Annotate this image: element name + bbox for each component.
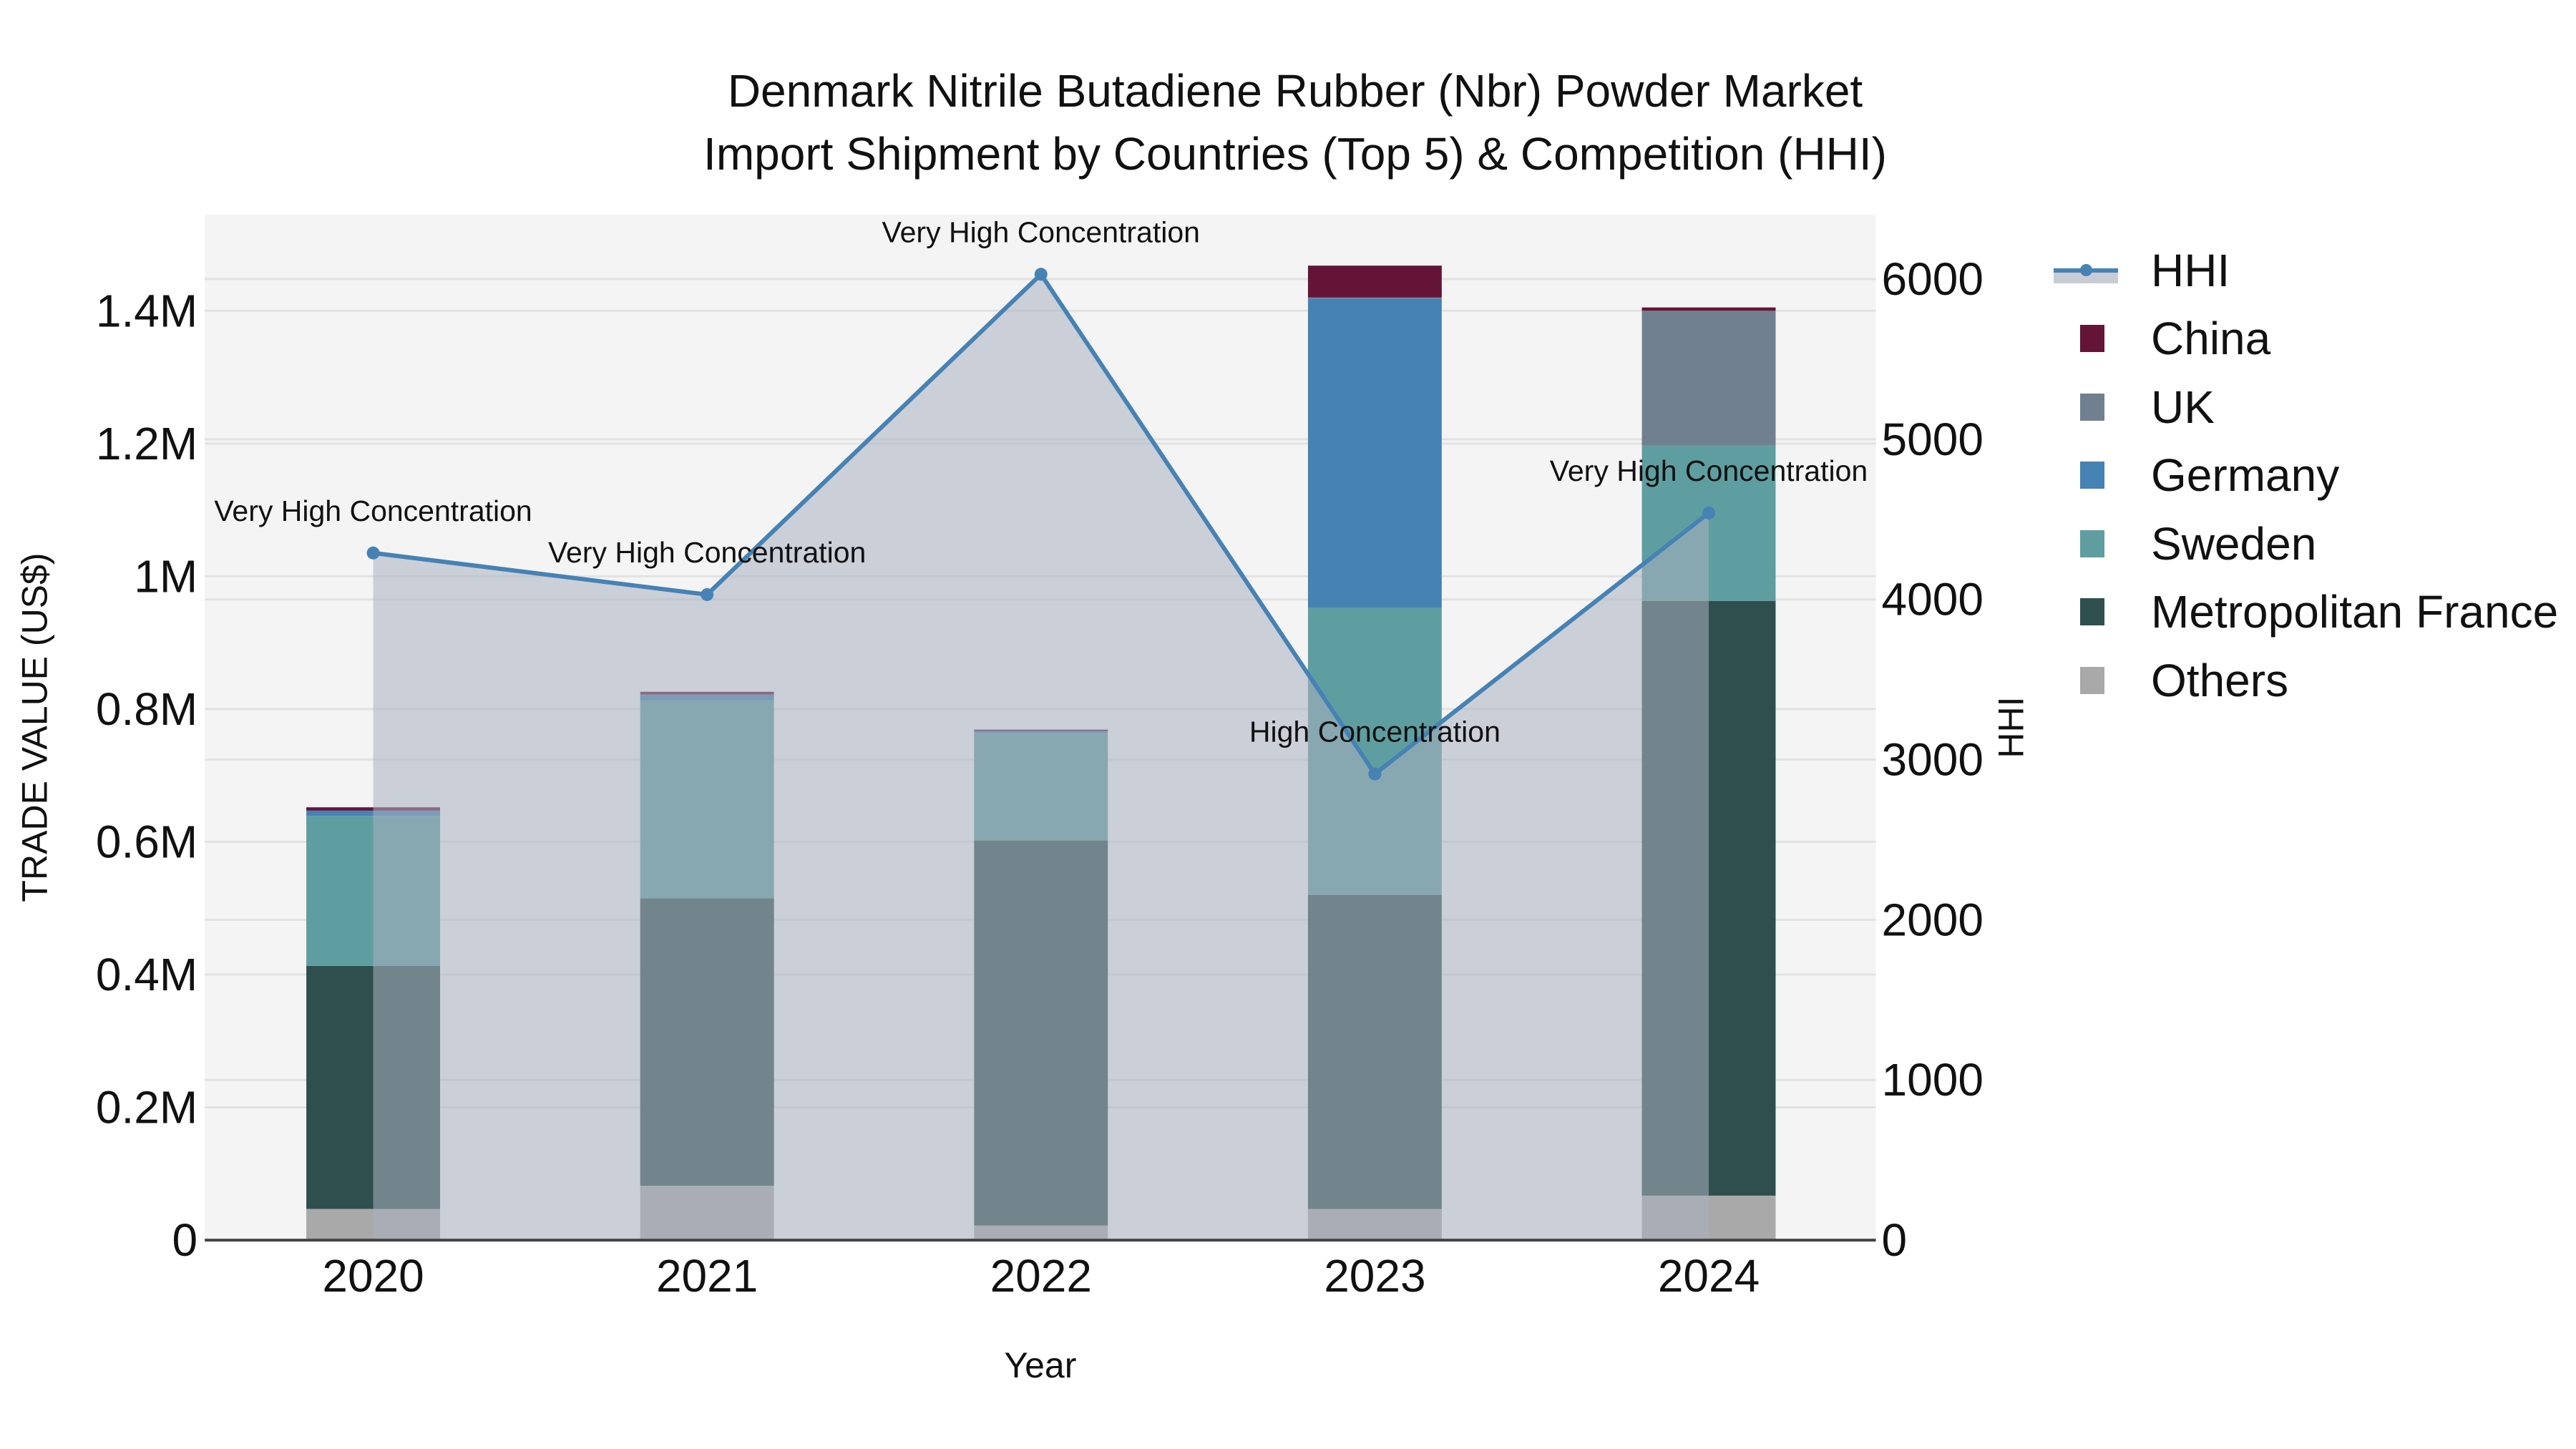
annotation-label: Very High Concentration <box>214 494 532 527</box>
annotation-label: Very High Concentration <box>882 215 1200 248</box>
bar-segment-uk[interactable] <box>1307 297 1442 299</box>
legend-item-sweden[interactable]: Sweden <box>2054 509 2558 578</box>
hhi-point[interactable] <box>1034 268 1048 281</box>
legend-item-metropolitan-france[interactable]: Metropolitan France <box>2054 578 2558 647</box>
hhi-area-fill <box>373 274 1709 1241</box>
bar-segment-china[interactable] <box>1641 307 1776 311</box>
y-left-tick-label: 0.4M <box>96 949 197 1000</box>
hhi-point[interactable] <box>701 587 714 601</box>
y-right-tick-label: 0 <box>1882 1214 1908 1266</box>
y-axis-right-ticks: 0 1000 2000 3000 4000 5000 6000 <box>1882 253 1984 1266</box>
legend-label: Germany <box>2151 449 2340 502</box>
legend-item-uk[interactable]: UK <box>2054 373 2558 441</box>
legend-item-others[interactable]: Others <box>2054 646 2558 715</box>
bar-segment-uk[interactable] <box>1641 311 1776 446</box>
x-tick-label: 2020 <box>322 1250 424 1302</box>
hhi-markers <box>366 268 1715 781</box>
annotation-label: High Concentration <box>1249 716 1501 748</box>
hhi-point[interactable] <box>1368 767 1382 781</box>
square-swatch-icon <box>2080 598 2104 626</box>
y-right-tick-label: 1000 <box>1882 1054 1984 1106</box>
x-axis-ticks: 2020 2021 2022 2023 2024 <box>322 1250 1760 1302</box>
y-right-tick-label: 4000 <box>1882 574 1984 625</box>
square-swatch-icon <box>2080 666 2104 694</box>
y-left-tick-label: 0.2M <box>96 1082 197 1133</box>
y-left-tick-label: 0.8M <box>96 683 197 735</box>
y-left-tick-label: 0.6M <box>96 816 197 867</box>
line-marker-icon <box>2054 256 2118 285</box>
annotation-label: Very High Concentration <box>1550 454 1868 487</box>
legend-label: Others <box>2151 654 2289 706</box>
y-right-tick-label: 5000 <box>1882 414 1984 465</box>
y-left-tick-label: 1.2M <box>96 418 197 469</box>
x-tick-label: 2021 <box>656 1250 758 1302</box>
y-axis-left-ticks: 0 0.2M 0.4M 0.6M 0.8M 1M 1.2M 1.4M <box>96 285 197 1266</box>
legend-label: Metropolitan France <box>2151 586 2559 638</box>
y-right-tick-label: 3000 <box>1882 734 1984 786</box>
y-left-tick-label: 1M <box>134 550 197 602</box>
y-right-tick-label: 2000 <box>1882 894 1984 945</box>
legend-label: HHI <box>2151 244 2230 296</box>
bar-segment-germany[interactable] <box>1307 298 1442 608</box>
legend-label: UK <box>2151 381 2215 433</box>
chart-title-line-2: Import Shipment by Countries (Top 5) & C… <box>703 128 1887 180</box>
square-swatch-icon <box>2080 393 2104 421</box>
square-swatch-icon <box>2080 462 2104 489</box>
y-right-tick-label: 6000 <box>1882 253 1984 305</box>
legend-item-china[interactable]: China <box>2054 305 2558 374</box>
square-swatch-icon <box>2080 325 2104 353</box>
x-tick-label: 2022 <box>990 1250 1092 1302</box>
legend-label: Sweden <box>2151 517 2317 570</box>
x-tick-label: 2024 <box>1658 1250 1760 1302</box>
legend-label: China <box>2151 313 2271 365</box>
y-axis-left-label: TRADE VALUE (US$) <box>15 553 55 902</box>
legend-item-hhi[interactable]: HHI <box>2054 236 2558 305</box>
y-left-tick-label: 1.4M <box>96 285 197 336</box>
y-axis-right-label: HHI <box>1991 696 2031 758</box>
hhi-point[interactable] <box>1702 506 1715 519</box>
chart-title-line-1: Denmark Nitrile Butadiene Rubber (Nbr) P… <box>727 65 1863 117</box>
legend: HHI China UK Germany Sweden Metropolitan… <box>2054 236 2558 715</box>
square-swatch-icon <box>2080 530 2104 557</box>
hhi-annotations: Very High Concentration Very High Concent… <box>214 215 1868 748</box>
x-axis-label: Year <box>1004 1345 1076 1385</box>
hhi-point[interactable] <box>366 546 380 560</box>
legend-item-germany[interactable]: Germany <box>2054 441 2558 510</box>
bar-segment-china[interactable] <box>1307 265 1442 298</box>
annotation-label: Very High Concentration <box>548 536 866 569</box>
x-tick-label: 2023 <box>1324 1250 1425 1302</box>
y-left-tick-label: 0 <box>172 1214 198 1266</box>
